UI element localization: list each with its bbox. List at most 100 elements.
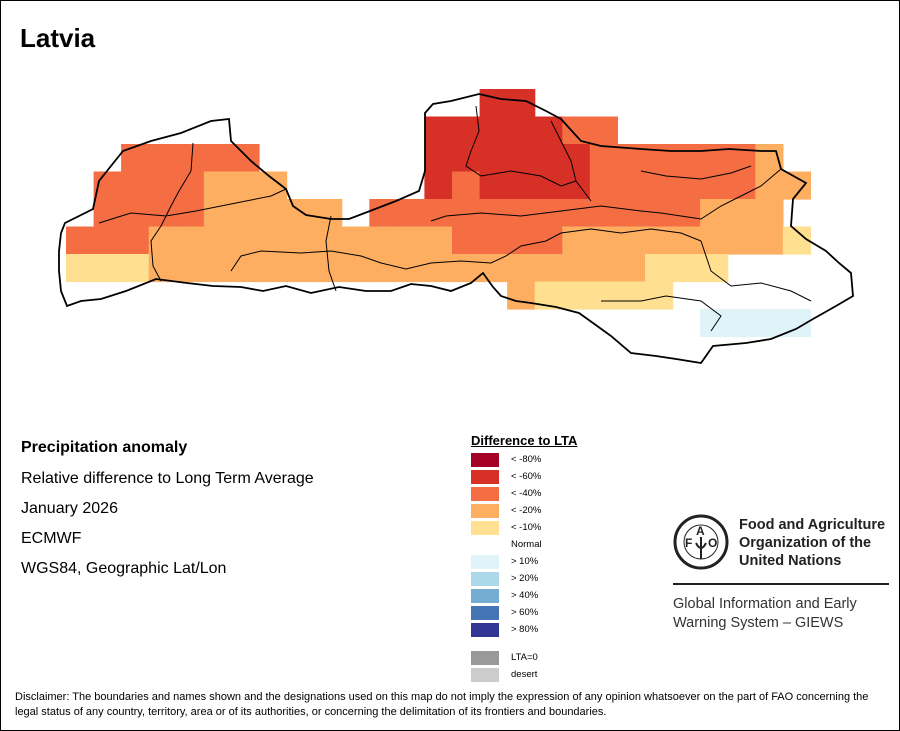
region-border: [465, 105, 577, 187]
legend-swatch: [471, 623, 499, 637]
legend-swatch: [471, 668, 499, 682]
anomaly-cell: [286, 254, 315, 283]
legend-swatch: [471, 606, 499, 620]
anomaly-cell: [589, 199, 618, 228]
anomaly-cell: [93, 254, 122, 283]
legend-swatch: [471, 555, 499, 569]
anomaly-cell: [727, 226, 756, 255]
anomaly-cell: [645, 226, 674, 255]
svg-text:F: F: [685, 536, 692, 550]
legend-label: desert: [511, 669, 538, 680]
anomaly-cell: [700, 144, 729, 173]
anomaly-cell: [424, 144, 453, 173]
legend-swatch: [471, 470, 499, 484]
anomaly-cell: [755, 144, 784, 173]
anomaly-cell: [589, 281, 618, 310]
anomaly-cell: [507, 199, 536, 228]
anomaly-cell: [589, 171, 618, 200]
anomaly-cell: [424, 199, 453, 228]
legend-label: < -40%: [511, 488, 542, 499]
anomaly-cell: [424, 171, 453, 200]
legend-label: < -10%: [511, 522, 542, 533]
anomaly-cell: [479, 226, 508, 255]
legend-label: Normal: [511, 539, 542, 550]
anomaly-cell: [121, 171, 150, 200]
info-period: January 2026: [21, 500, 118, 517]
anomaly-cell: [286, 199, 315, 228]
anomaly-cell: [617, 254, 646, 283]
legend-swatch: [471, 453, 499, 467]
legend-label: < -60%: [511, 471, 542, 482]
anomaly-cell: [424, 226, 453, 255]
legend-label: < -80%: [511, 454, 542, 465]
anomaly-cell: [562, 144, 591, 173]
anomaly-cell: [231, 171, 260, 200]
anomaly-cell: [700, 309, 729, 338]
anomaly-cell: [203, 171, 232, 200]
anomaly-cell: [259, 254, 288, 283]
anomaly-cell: [66, 254, 95, 283]
info-projection: WGS84, Geographic Lat/Lon: [21, 560, 227, 577]
legend-label: > 60%: [511, 607, 539, 618]
anomaly-cell: [452, 226, 481, 255]
anomaly-cell: [369, 254, 398, 283]
legend-swatch: [471, 572, 499, 586]
anomaly-cell: [203, 199, 232, 228]
fao-logo-icon: F A O: [673, 514, 729, 570]
anomaly-cell: [507, 281, 536, 310]
anomaly-cell: [93, 226, 122, 255]
anomaly-cell: [727, 309, 756, 338]
anomaly-cell: [727, 144, 756, 173]
anomaly-cell: [286, 226, 315, 255]
anomaly-cell: [645, 144, 674, 173]
anomaly-cell: [231, 254, 260, 283]
legend-label: > 10%: [511, 556, 539, 567]
anomaly-cell: [452, 171, 481, 200]
anomaly-cell: [755, 309, 784, 338]
anomaly-cell: [534, 226, 563, 255]
anomaly-cell: [589, 254, 618, 283]
legend-swatch: [471, 589, 499, 603]
anomaly-cell: [479, 116, 508, 145]
anomaly-cell: [148, 254, 177, 283]
anomaly-cell: [562, 281, 591, 310]
anomaly-cell: [121, 144, 150, 173]
anomaly-cell: [672, 254, 701, 283]
anomaly-cell: [452, 144, 481, 173]
anomaly-cell: [700, 254, 729, 283]
disclaimer: Disclaimer: The boundaries and names sho…: [15, 691, 869, 718]
anomaly-cell: [369, 199, 398, 228]
anomaly-cell: [672, 144, 701, 173]
anomaly-cell: [341, 254, 370, 283]
anomaly-cell: [203, 254, 232, 283]
region-border: [601, 295, 722, 332]
anomaly-cell: [507, 116, 536, 145]
anomaly-cell: [203, 226, 232, 255]
anomaly-cell: [562, 254, 591, 283]
fao-name-line: Food and Agriculture: [739, 517, 886, 533]
anomaly-cell: [176, 199, 205, 228]
legend-label: > 40%: [511, 590, 539, 601]
anomaly-cell: [259, 199, 288, 228]
anomaly-cell: [479, 254, 508, 283]
anomaly-cell: [121, 226, 150, 255]
boundaries: [58, 93, 854, 364]
anomaly-cell: [507, 226, 536, 255]
anomaly-cell: [176, 254, 205, 283]
anomaly-cell: [700, 171, 729, 200]
anomaly-cell: [176, 226, 205, 255]
anomaly-cell: [700, 226, 729, 255]
fao-name: Food and Agriculture Organization of the…: [739, 516, 885, 570]
anomaly-cell: [672, 199, 701, 228]
legend-swatch: [471, 521, 499, 535]
legend-title: Difference to LTA: [471, 433, 578, 448]
fao-name-line: Organization of the: [739, 535, 872, 551]
info-heading: Precipitation anomaly: [21, 439, 188, 456]
anomaly-cell: [121, 254, 150, 283]
anomaly-cell: [507, 144, 536, 173]
anomaly-cell: [231, 226, 260, 255]
info-source: ECMWF: [21, 530, 82, 547]
giews-line: Warning System – GIEWS: [673, 615, 844, 631]
anomaly-cell: [176, 144, 205, 173]
